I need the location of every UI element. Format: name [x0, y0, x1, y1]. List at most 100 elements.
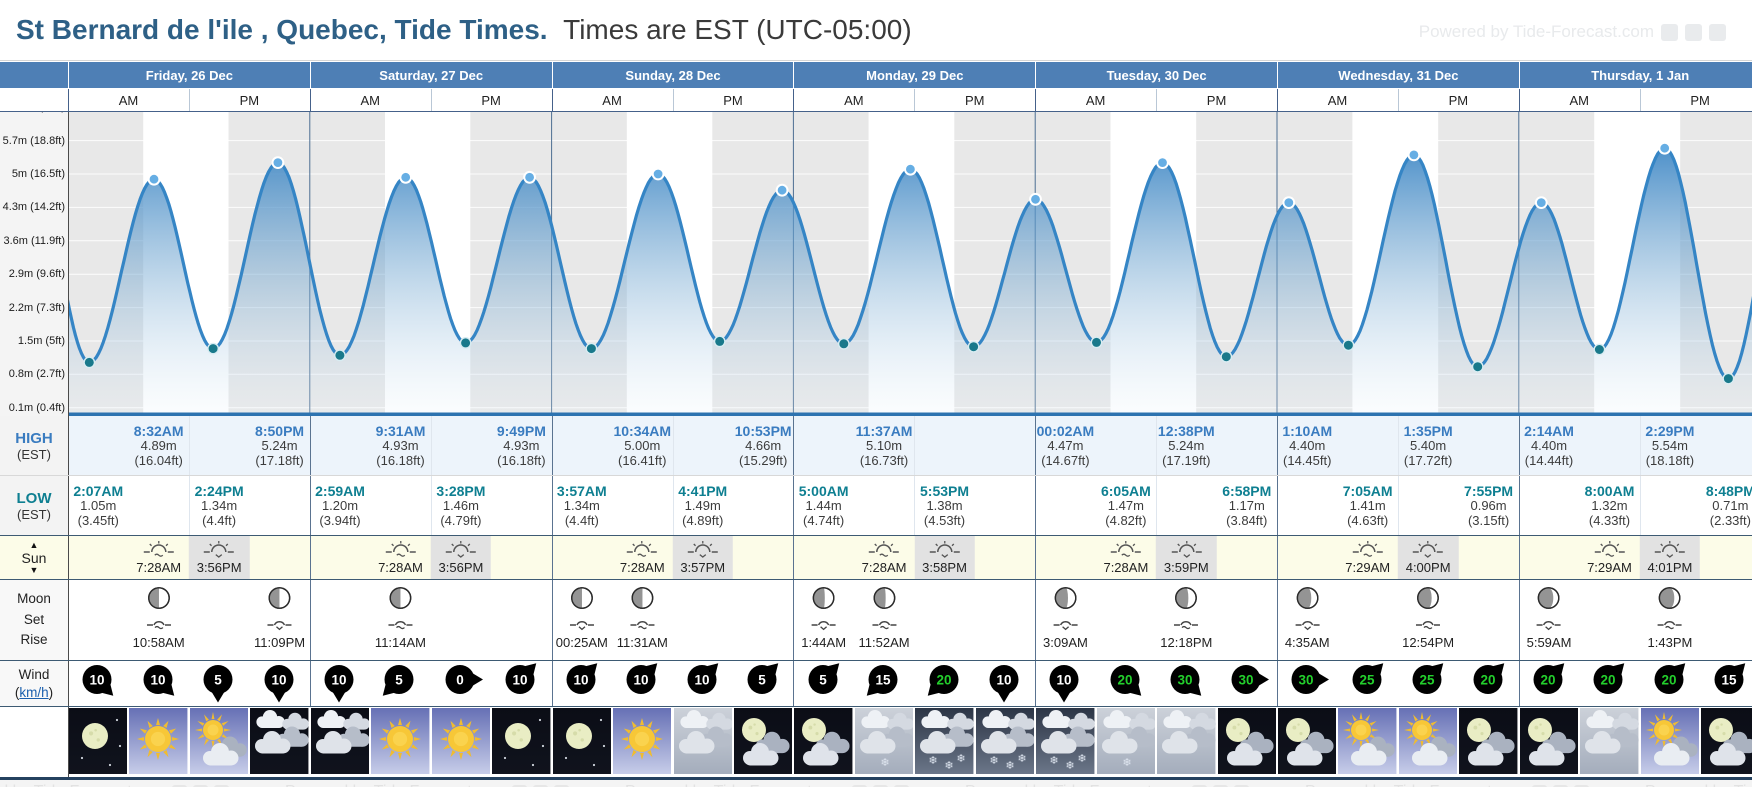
day-separator	[1277, 580, 1278, 660]
low-tide-time: 6:58PM	[1222, 482, 1272, 499]
halfday-separator	[430, 416, 432, 475]
weather-icon-overcast-night	[250, 708, 309, 774]
halfday-separator	[430, 89, 432, 111]
high-tide-height-ft: (17.18ft)	[255, 452, 304, 468]
halfday-separator	[672, 416, 674, 475]
wind-speed-arrow-icon: 20	[1533, 662, 1565, 694]
low-tide-point	[1593, 343, 1606, 356]
moon-phase-icon	[268, 587, 291, 609]
moon-set-time: 10:58AM	[132, 635, 185, 650]
ampm-cell-pm: PM	[481, 92, 501, 108]
axis-label: 0.1m (0.4ft)	[8, 401, 65, 414]
high-tide-cell: 9:49PM 4.93m (16.18ft)	[497, 423, 546, 469]
axis-label: 4.3m (14.2ft)	[2, 201, 65, 214]
high-tide-point	[1029, 192, 1042, 206]
day-separator	[309, 661, 311, 706]
moon-rise-cell: 00:25AM	[556, 586, 608, 650]
day-separator	[1277, 416, 1278, 475]
low-tide-point	[459, 336, 472, 349]
moon-phase-icon	[1538, 587, 1560, 609]
low-label: LOW	[16, 489, 52, 507]
high-tide-cell: 00:02AM 4.47m (14.67ft)	[1037, 423, 1095, 469]
moon-set-time: 11:14AM	[374, 635, 427, 650]
wind-badge: 10	[256, 661, 304, 706]
halfday-separator	[1397, 476, 1399, 535]
sun-label: Sun	[21, 549, 47, 566]
low-tide-height-m: 0.71m	[1712, 497, 1749, 513]
svg-text:25: 25	[1359, 672, 1375, 687]
wind-speed-arrow-icon: 5	[747, 662, 779, 694]
high-tide-point	[1658, 141, 1672, 155]
low-tide-point	[1090, 336, 1103, 349]
watermark-app-icon	[172, 784, 188, 787]
moon-set-cell: 11:14AM	[375, 586, 426, 650]
svg-text:10: 10	[90, 672, 105, 687]
weather-icon-cloudy-day	[673, 708, 732, 774]
wind-badge: 20	[921, 661, 969, 706]
day-separator	[309, 536, 311, 579]
sun-expand-down-icon[interactable]: ▼	[29, 564, 39, 575]
svg-text:❄: ❄	[1122, 756, 1131, 769]
sun-set-cell: 3:56PM	[430, 536, 492, 579]
moon-rise-time: 3:09AM	[1043, 635, 1088, 650]
low-tide-time: 3:28PM	[436, 482, 486, 499]
day-separator	[551, 580, 553, 660]
watermark-app-icon	[1661, 23, 1678, 41]
high-label: HIGH	[15, 429, 53, 447]
svg-text:20: 20	[1541, 672, 1556, 687]
top-watermark: Powered by Tide-Forecast.com	[1419, 22, 1726, 42]
wind-speed-arrow-icon: 25	[1412, 662, 1444, 694]
day-separator	[1518, 416, 1520, 475]
halfday-separator	[914, 476, 916, 535]
moon-set-icon	[388, 621, 413, 630]
wind-badge: 20	[1465, 661, 1513, 706]
low-tide-point	[967, 340, 980, 353]
day-separator	[551, 536, 553, 579]
sun-rise-cell: 7:28AM	[854, 536, 914, 579]
wind-badge: 10	[316, 661, 364, 706]
watermark-app-icon	[1234, 784, 1250, 787]
watermark-app-icon	[852, 784, 868, 787]
sun-collapse-up-icon[interactable]: ▲	[29, 539, 39, 550]
high-tide-height-m: 4.66m	[745, 437, 782, 453]
low-tide-time: 5:00AM	[798, 482, 849, 499]
low-tide-height-ft: (4.63ft)	[1347, 512, 1389, 528]
weather-icon-snow-night: ❄ ❄ ❄	[1036, 708, 1095, 774]
wind-speed-arrow-icon: 10	[566, 662, 598, 694]
wind-badge: 5	[195, 661, 243, 706]
low-tide-height-m: 0.96m	[1470, 497, 1507, 513]
watermark-text: Powered by Tide-Forecast.com	[965, 783, 1186, 787]
high-tide-height-ft: (16.18ft)	[376, 452, 425, 468]
footer-watermark: Powered by Tide-Forecast.com	[1305, 783, 1590, 787]
high-tide-point	[1156, 156, 1169, 169]
page-title: St Bernard de l'ile , Quebec, Tide Times…	[16, 14, 912, 46]
day-header-cell: Sunday, 28 Dec	[552, 62, 794, 88]
low-tide-time: 4:41PM	[678, 482, 728, 499]
moon-rise-cell: 3:09AM	[1043, 586, 1088, 650]
day-separator	[1035, 536, 1037, 579]
moon-set-cell: 1:43PM	[1648, 586, 1692, 650]
moon-phase-icon	[1175, 587, 1198, 609]
kmh-unit-link[interactable]: km/h	[19, 684, 49, 700]
day-separator	[309, 89, 311, 111]
day-separator	[551, 476, 553, 535]
sun-rise-time: 7:28AM	[619, 560, 665, 575]
ampm-cell-am: AM	[602, 92, 622, 108]
high-tide-height-ft: (16.04ft)	[134, 452, 183, 468]
day-separator	[1518, 661, 1520, 706]
moon-set-icon	[146, 621, 171, 630]
high-tide-cell: 9:31AM 4.93m (16.18ft)	[376, 423, 426, 469]
moon-rise-time: 00:25AM	[555, 635, 608, 650]
halfday-separator	[188, 476, 190, 535]
tide-chart	[0, 112, 1752, 416]
watermark-app-icon	[214, 784, 230, 787]
wind-speed-arrow-icon: 30	[1170, 664, 1202, 696]
svg-text:10: 10	[150, 672, 165, 687]
chart-axis-panel: 6.4m (21ft) 5.7m (18.8ft) 5m (16.5ft) 4.3m …	[0, 112, 69, 416]
svg-text:10: 10	[513, 672, 528, 687]
wind-badge: 10	[74, 661, 122, 706]
halfday-separator	[914, 89, 916, 111]
wind-badge: 10	[981, 661, 1029, 706]
sun-rise-icon	[385, 541, 416, 557]
axis-label: 6.4m (21ft)	[12, 112, 65, 113]
